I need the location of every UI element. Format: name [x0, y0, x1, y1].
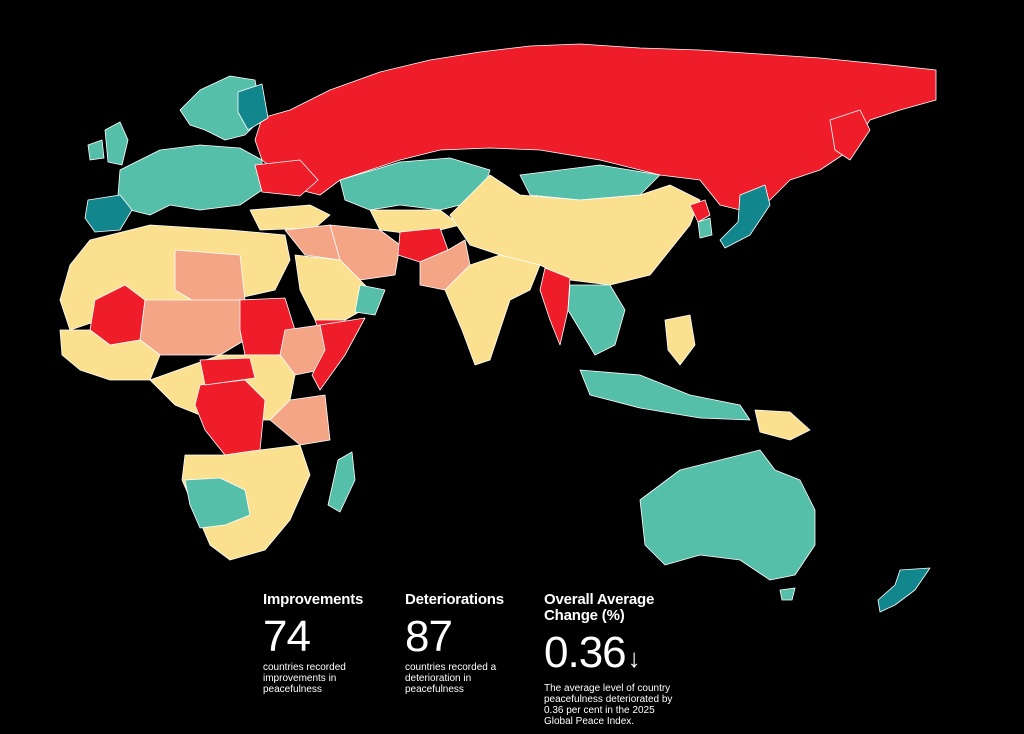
improvements-stat: Improvements 74 countries recorded impro…	[263, 591, 383, 696]
region-iraq-syria	[284, 224, 341, 261]
deteriorations-value: 87	[405, 612, 453, 661]
region-india	[444, 254, 541, 366]
region-south-korea	[697, 217, 713, 239]
region-finland	[237, 83, 269, 131]
region-west-africa	[59, 329, 161, 381]
region-somalia	[311, 317, 366, 391]
improvements-description: countries recorded improvements in peace…	[263, 662, 346, 695]
region-new-zealand	[877, 567, 931, 613]
improvements-title: Improvements	[263, 591, 364, 608]
region-turkey	[249, 204, 331, 231]
region-libya	[174, 249, 246, 306]
region-malaysia-indonesia	[579, 369, 751, 421]
down-arrow-icon: ↓	[627, 643, 641, 673]
region-japan	[719, 184, 771, 249]
region-madagascar	[327, 451, 356, 513]
region-north-korea	[689, 199, 711, 223]
region-car	[199, 357, 256, 386]
region-western-europe	[117, 144, 263, 216]
region-philippines	[664, 314, 696, 366]
overall-change-value: 0.36	[544, 628, 627, 677]
region-sahel	[139, 299, 246, 356]
region-russia-east	[829, 109, 871, 161]
region-botswana-namibia	[184, 477, 251, 529]
region-papua	[754, 409, 811, 441]
deteriorations-description: countries recorded a deterioration in pe…	[405, 662, 497, 695]
region-tasmania	[779, 587, 796, 601]
overall-change-value-row: 0.36↓	[544, 630, 684, 681]
region-east-africa	[269, 394, 331, 446]
improvements-value: 74	[263, 612, 311, 661]
region-iberia	[84, 194, 133, 233]
region-uk	[104, 121, 129, 166]
region-australia	[639, 449, 816, 581]
overall-change-stat: Overall Average Change (%) 0.36↓ The ave…	[544, 591, 684, 728]
overall-change-title: Overall Average Change (%)	[544, 591, 655, 624]
region-southeast-asia	[567, 284, 626, 356]
deteriorations-stat: Deteriorations 87 countries recorded a d…	[405, 591, 525, 696]
overall-change-description: The average level of country peacefulnes…	[544, 683, 673, 727]
region-ukraine	[254, 159, 319, 197]
region-myanmar	[539, 267, 571, 346]
region-ireland	[87, 139, 105, 161]
region-drc	[194, 379, 266, 456]
region-oman	[354, 284, 386, 316]
deteriorations-title: Deteriorations	[405, 591, 504, 608]
